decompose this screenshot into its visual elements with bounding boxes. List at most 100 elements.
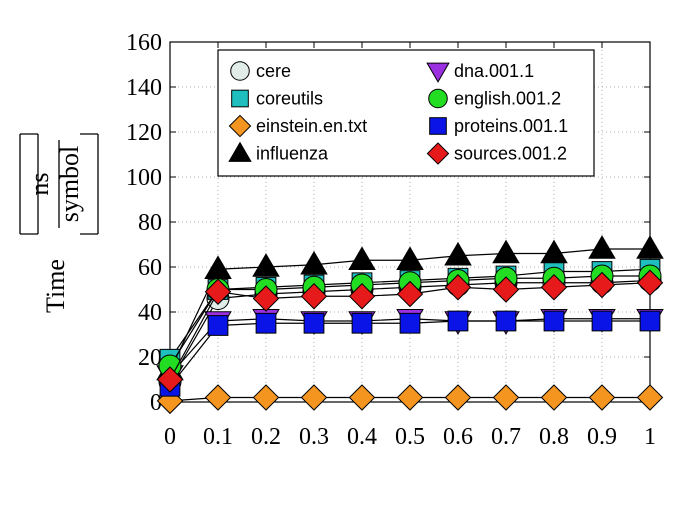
legend-marker-dna-001-1: [426, 62, 450, 83]
x-tick-label: 0.9: [587, 424, 617, 450]
x-axis-ticks: 0 0.1 0.2 0.3 0.4 0.5 0.6 0.7 0.8 0.9 1: [164, 42, 656, 450]
data-point-influenza: [300, 250, 328, 275]
data-point-einstein-en-txt: [396, 384, 424, 411]
legend-item-english-001-2: english.001.2: [428, 88, 561, 109]
legend-label: sources.001.2: [454, 144, 567, 164]
data-point-proteins-001-1: [591, 310, 613, 332]
legend-marker-english-001-2: [428, 88, 448, 109]
legend-box: [217, 49, 595, 177]
data-point-sources-001-2: [156, 366, 184, 393]
legend-label: influenza: [256, 144, 329, 164]
data-point-sources-001-2: [588, 271, 616, 299]
series: [156, 235, 664, 415]
legend-label: coreutils: [256, 89, 323, 109]
y-tick-label: 60: [138, 255, 162, 281]
data-point-proteins-001-1: [351, 312, 373, 334]
data-point-sources-001-2: [492, 276, 520, 303]
series-proteins-001-1: [159, 310, 661, 397]
y-tick-label: 120: [126, 120, 162, 146]
y-axis-label-bracket-left: [19, 133, 39, 235]
data-point-sources-001-2: [348, 283, 376, 310]
legend-marker-influenza: [228, 141, 252, 162]
data-point-influenza: [204, 255, 232, 280]
data-point-proteins-001-1: [639, 310, 661, 332]
y-tick-label: 80: [138, 210, 162, 236]
legend-marker-sources-001-2: [426, 142, 450, 165]
legend-label: dna.001.1: [454, 61, 534, 81]
x-tick-label: 1: [644, 424, 656, 450]
data-point-einstein-en-txt: [540, 384, 568, 411]
legend-item-dna-001-1: dna.001.1: [426, 61, 534, 83]
x-tick-label: 0.7: [491, 424, 521, 450]
data-point-einstein-en-txt: [204, 384, 232, 411]
data-point-influenza: [348, 246, 376, 271]
series-sources-001-2: [156, 269, 664, 393]
data-point-einstein-en-txt: [636, 384, 664, 411]
data-point-influenza: [588, 235, 616, 259]
legend-label: cere: [256, 61, 291, 81]
data-point-influenza: [540, 239, 568, 264]
x-tick-label: 0.6: [443, 424, 473, 450]
y-axis-label-denominator: symbol: [55, 146, 84, 223]
y-tick-label: 0: [150, 390, 162, 416]
y-axis-label-bracket-right: [80, 133, 99, 235]
series-einstein-en-txt: [156, 384, 664, 415]
data-point-influenza: [444, 241, 472, 266]
data-point-sources-001-2: [444, 274, 472, 301]
legend-label: english.001.2: [454, 89, 561, 109]
x-tick-label: 0.4: [347, 424, 377, 450]
data-point-einstein-en-txt: [348, 384, 376, 411]
legend-marker-cere: [230, 61, 250, 81]
legend-item-cere: cere: [230, 61, 291, 81]
legend-label: proteins.001.1: [454, 116, 568, 136]
data-point-sources-001-2: [540, 274, 568, 301]
legend-marker-einstein-en-txt: [228, 114, 252, 138]
x-tick-label: 0.2: [251, 424, 281, 450]
legend-item-coreutils: coreutils: [231, 89, 323, 109]
data-point-proteins-001-1: [207, 315, 229, 336]
data-point-proteins-001-1: [303, 312, 325, 334]
data-point-proteins-001-1: [399, 312, 421, 334]
data-point-einstein-en-txt: [252, 384, 280, 411]
legend-marker-coreutils: [231, 89, 249, 108]
data-point-sources-001-2: [204, 278, 232, 305]
legend-item-proteins-001-1: proteins.001.1: [429, 116, 568, 136]
x-tick-label: 0: [164, 424, 176, 450]
data-point-influenza: [252, 253, 280, 277]
y-axis-label: Time ns symbol: [19, 133, 99, 313]
data-point-sources-001-2: [636, 269, 664, 296]
x-tick-label: 0.1: [203, 424, 233, 450]
data-point-influenza: [636, 235, 664, 259]
x-tick-label: 0.8: [539, 424, 569, 450]
data-point-sources-001-2: [396, 280, 424, 308]
data-point-einstein-en-txt: [588, 384, 616, 411]
data-point-einstein-en-txt: [156, 387, 184, 415]
legend-label: einstein.en.txt: [256, 116, 367, 136]
data-point-einstein-en-txt: [492, 384, 520, 411]
y-tick-label: 100: [126, 165, 162, 191]
y-tick-label: 40: [138, 300, 162, 326]
y-tick-label: 140: [126, 75, 162, 101]
data-point-influenza: [492, 239, 520, 264]
legend: cere coreutils einstein.en.txt influenza dna…: [217, 49, 595, 177]
data-point-sources-001-2: [252, 285, 280, 312]
data-point-influenza: [396, 246, 424, 271]
legend-item-sources-001-2: sources.001.2: [426, 142, 567, 165]
data-point-proteins-001-1: [255, 312, 277, 334]
legend-item-einstein-en-txt: einstein.en.txt: [228, 114, 367, 138]
data-point-proteins-001-1: [447, 310, 469, 332]
data-point-proteins-001-1: [543, 310, 565, 332]
legend-marker-proteins-001-1: [429, 117, 447, 135]
data-point-einstein-en-txt: [300, 384, 328, 411]
data-point-proteins-001-1: [495, 310, 517, 332]
legend-item-influenza: influenza: [228, 141, 329, 164]
data-point-sources-001-2: [300, 283, 328, 310]
x-tick-label: 0.5: [395, 424, 425, 450]
y-axis-label-numerator: ns: [25, 172, 54, 195]
x-tick-label: 0.3: [299, 424, 329, 450]
y-tick-label: 160: [126, 30, 162, 56]
y-axis-label-text: Time: [41, 259, 70, 313]
data-point-einstein-en-txt: [444, 384, 472, 411]
